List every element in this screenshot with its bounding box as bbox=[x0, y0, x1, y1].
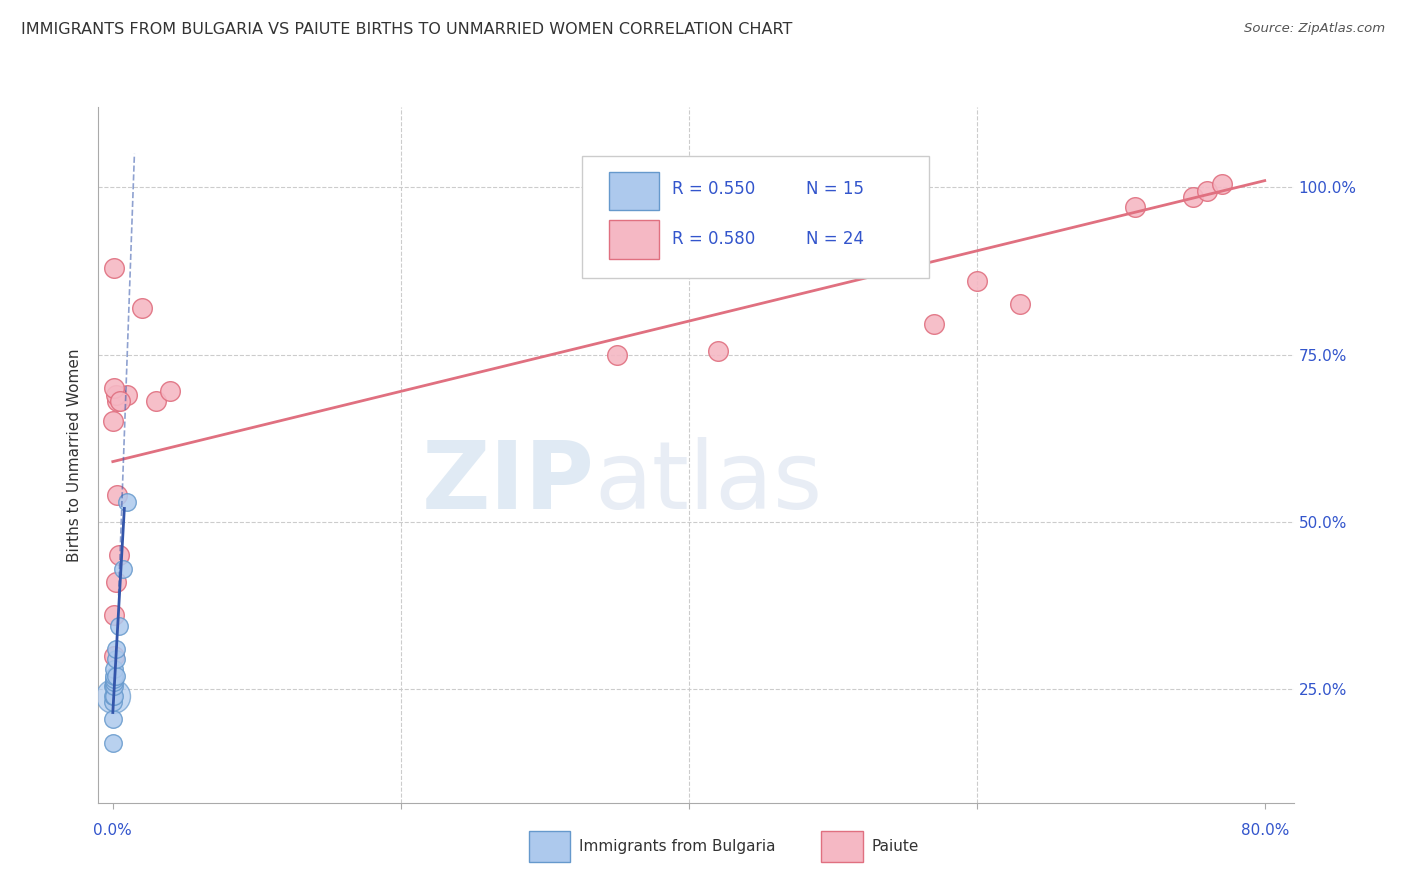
Point bbox=[104, 642, 127, 657]
Point bbox=[1123, 201, 1146, 215]
FancyBboxPatch shape bbox=[582, 156, 929, 277]
Point bbox=[706, 344, 728, 359]
Point bbox=[159, 384, 181, 399]
Text: 0.0%: 0.0% bbox=[93, 822, 132, 838]
Point bbox=[101, 735, 124, 749]
Text: Paiute: Paiute bbox=[872, 839, 920, 855]
Text: atlas: atlas bbox=[595, 437, 823, 529]
Point bbox=[103, 679, 125, 693]
Point bbox=[103, 648, 125, 663]
Point bbox=[104, 388, 127, 402]
Point bbox=[103, 662, 125, 676]
Point bbox=[103, 381, 125, 395]
Point bbox=[103, 689, 125, 703]
Text: R = 0.580: R = 0.580 bbox=[672, 230, 755, 248]
FancyBboxPatch shape bbox=[529, 830, 571, 862]
Point bbox=[103, 675, 125, 690]
Point bbox=[103, 260, 125, 275]
Point bbox=[104, 575, 127, 590]
Point bbox=[115, 494, 138, 508]
Text: ZIP: ZIP bbox=[422, 437, 595, 529]
Point bbox=[101, 689, 124, 703]
Point bbox=[145, 394, 167, 409]
Point bbox=[107, 618, 129, 632]
Point bbox=[104, 669, 127, 683]
Point bbox=[922, 318, 945, 332]
Point bbox=[101, 679, 124, 693]
Point bbox=[103, 608, 125, 623]
Point bbox=[1211, 177, 1233, 191]
Point bbox=[115, 388, 138, 402]
Point bbox=[105, 488, 128, 502]
Text: 80.0%: 80.0% bbox=[1240, 822, 1289, 838]
Point bbox=[105, 394, 128, 409]
Text: IMMIGRANTS FROM BULGARIA VS PAIUTE BIRTHS TO UNMARRIED WOMEN CORRELATION CHART: IMMIGRANTS FROM BULGARIA VS PAIUTE BIRTH… bbox=[21, 22, 793, 37]
Point bbox=[1008, 297, 1031, 311]
Point bbox=[606, 348, 628, 362]
Text: N = 15: N = 15 bbox=[806, 180, 863, 198]
FancyBboxPatch shape bbox=[609, 172, 659, 210]
Point bbox=[103, 669, 125, 683]
FancyBboxPatch shape bbox=[821, 830, 863, 862]
Point bbox=[108, 394, 131, 409]
Point bbox=[111, 562, 134, 576]
Point bbox=[101, 689, 124, 703]
Text: N = 24: N = 24 bbox=[806, 230, 863, 248]
Point bbox=[107, 548, 129, 563]
Point bbox=[104, 652, 127, 666]
Point bbox=[101, 696, 124, 710]
Text: R = 0.550: R = 0.550 bbox=[672, 180, 755, 198]
Point bbox=[1181, 190, 1204, 204]
Point bbox=[101, 712, 124, 726]
Text: Source: ZipAtlas.com: Source: ZipAtlas.com bbox=[1244, 22, 1385, 36]
Text: Immigrants from Bulgaria: Immigrants from Bulgaria bbox=[579, 839, 775, 855]
Point bbox=[131, 301, 153, 315]
Point bbox=[103, 672, 125, 686]
Point bbox=[101, 414, 124, 429]
Point bbox=[966, 274, 988, 288]
FancyBboxPatch shape bbox=[609, 220, 659, 259]
Y-axis label: Births to Unmarried Women: Births to Unmarried Women bbox=[67, 348, 83, 562]
Point bbox=[1197, 184, 1219, 198]
